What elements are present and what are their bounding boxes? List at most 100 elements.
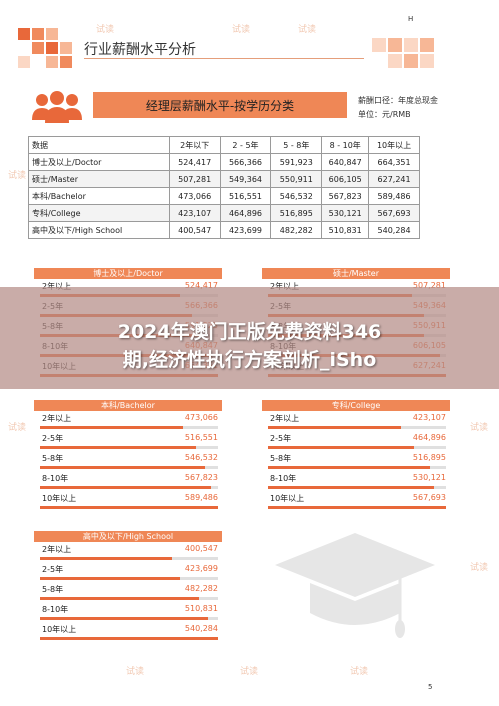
table-cell: 627,241 (368, 170, 420, 188)
bar-row: 10年以上 540,284 (34, 622, 222, 642)
bar-value: 567,823 (184, 473, 218, 482)
bar-row: 10年以上 589,486 (34, 491, 222, 511)
table-cell: 566,366 (219, 153, 272, 171)
bar-label: 2-5年 (270, 434, 292, 443)
bar-row: 2年以上 473,066 (34, 411, 222, 431)
bar-value: 482,282 (184, 584, 218, 593)
bar-label: 5-8年 (42, 454, 64, 463)
bar-track (268, 506, 446, 509)
bar-track (40, 486, 218, 489)
row-label: 高中及以下/High School (28, 221, 170, 239)
bar-fill (40, 617, 209, 620)
table-cell: 482,282 (270, 221, 323, 239)
bar-value: 589,486 (184, 493, 218, 502)
bar-track (40, 637, 218, 640)
card-high-school: 高中及以下/High School 2年以上 400,547 2-5年 423,699 5… (34, 531, 222, 642)
bar-label: 8-10年 (42, 605, 69, 614)
table-cell: 423,699 (219, 221, 272, 239)
bar-label: 2年以上 (42, 281, 71, 292)
bar-value: 540,284 (184, 624, 218, 633)
promo-overlay: 2024年澳门正版免费资料346 期,经济性执行方案剖析_iSho (0, 287, 499, 389)
bar-row: 5-8年 546,532 (34, 451, 222, 471)
bar-value: 464,896 (412, 433, 446, 442)
bar-label: 2年以上 (42, 414, 72, 423)
bar-track (268, 446, 446, 449)
bar-value: 546,532 (184, 453, 218, 462)
bar-label: 10年以上 (270, 494, 305, 503)
bar-track (40, 577, 218, 580)
bar-track (40, 597, 218, 600)
bar-fill (40, 637, 218, 640)
bar-value: 473,066 (184, 413, 218, 422)
bar-value: 507,281 (412, 281, 446, 290)
table-header-cell: 2年以下 (168, 136, 221, 154)
salary-table: 数据 2年以下 2 - 5年 5 - 8年 8 - 10年 10年以上 博士及以上/Doct… (28, 136, 420, 239)
card-title: 高中及以下/High School (34, 531, 222, 542)
bar-fill (268, 426, 401, 429)
overlay-line-2: 期,经济性执行方案剖析_iSho (122, 349, 377, 371)
card-title: 博士及以上/Doctor (34, 268, 222, 279)
bar-label: 10年以上 (42, 625, 77, 634)
bar-value: 510,831 (184, 604, 218, 613)
bar-track (268, 486, 446, 489)
table-header-row: 数据 2年以下 2 - 5年 5 - 8年 8 - 10年 10年以上 (28, 136, 420, 154)
bar-track (40, 426, 218, 429)
bar-value: 400,547 (184, 544, 218, 553)
table-cell: 550,911 (270, 170, 323, 188)
table-cell: 606,105 (321, 170, 370, 188)
bar-row: 8-10年 510,831 (34, 602, 222, 622)
bar-fill (40, 577, 180, 580)
bar-row: 2-5年 423,699 (34, 562, 222, 582)
bar-value: 423,699 (184, 564, 218, 573)
card-title: 硕士/Master (262, 268, 450, 279)
bar-fill (268, 446, 414, 449)
bar-row: 5-8年 482,282 (34, 582, 222, 602)
note-unit: 单位：元/RMB (358, 110, 411, 119)
bar-label: 8-10年 (270, 474, 297, 483)
bar-row: 2年以上 423,107 (262, 411, 450, 431)
bar-track (268, 466, 446, 469)
table-cell: 464,896 (219, 204, 272, 222)
overlay-line-1: 2024年澳门正版免费资料346 (117, 321, 382, 343)
table-row: 专科/College 423,107 464,896 516,895 530,121 56… (28, 204, 420, 222)
card-bachelor: 本科/Bachelor 2年以上 473,066 2-5年 516,551 5-8年 546… (34, 400, 222, 511)
table-cell: 549,364 (219, 170, 272, 188)
page-number: 5 (428, 683, 433, 691)
bar-row: 8-10年 530,121 (262, 471, 450, 491)
banner-title: 经理层薪酬水平-按学历分类 (93, 92, 347, 118)
bar-track (40, 446, 218, 449)
bar-label: 2年以上 (270, 414, 300, 423)
table-header-cell: 5 - 8年 (270, 136, 323, 154)
bar-fill (40, 506, 218, 509)
table-cell: 591,923 (270, 153, 323, 171)
bar-track (40, 557, 218, 560)
card-title: 专科/College (262, 400, 450, 411)
page-marker-top: H (408, 15, 414, 23)
table-row: 硕士/Master 507,281 549,364 550,911 606,105 627… (28, 170, 420, 188)
table-row: 博士及以上/Doctor 524,417 566,366 591,923 640,847… (28, 153, 420, 171)
bar-track (40, 617, 218, 620)
bar-fill (40, 446, 196, 449)
table-header-cell: 8 - 10年 (321, 136, 370, 154)
table-cell: 546,532 (270, 187, 323, 205)
table-cell: 423,107 (168, 204, 221, 222)
bar-label: 2年以上 (42, 545, 72, 554)
table-cell: 510,831 (321, 221, 370, 239)
bar-row: 5-8年 516,895 (262, 451, 450, 471)
bar-fill (40, 557, 172, 560)
graduation-cap-icon (275, 533, 435, 638)
table-cell: 473,066 (168, 187, 221, 205)
bar-fill (268, 466, 431, 469)
bar-label: 10年以上 (42, 494, 77, 503)
bar-label: 2-5年 (42, 434, 64, 443)
bar-value: 524,417 (184, 281, 218, 290)
table-cell: 567,693 (368, 204, 420, 222)
bar-value: 423,107 (412, 413, 446, 422)
row-label: 本科/Bachelor (28, 187, 170, 205)
bar-fill (40, 597, 199, 600)
table-cell: 589,486 (368, 187, 420, 205)
table-cell: 516,551 (219, 187, 272, 205)
bar-label: 5-8年 (270, 454, 292, 463)
bar-label: 2年以上 (270, 281, 299, 292)
